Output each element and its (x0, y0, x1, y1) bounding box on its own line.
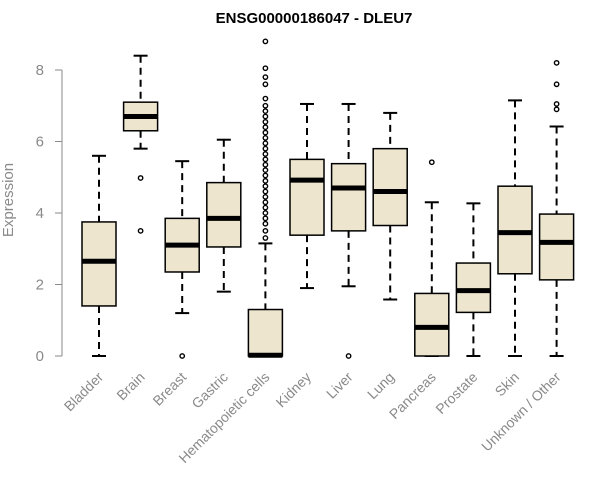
outlier-point (262, 227, 269, 234)
outlier-point (262, 118, 269, 125)
outlier-point (137, 227, 144, 234)
outlier-point (262, 215, 269, 222)
box-group (372, 111, 408, 301)
iqr-box (330, 162, 367, 232)
outlier-point (262, 129, 269, 136)
x-category-label: Breast (149, 369, 189, 409)
outlier-point (553, 59, 560, 66)
outlier-point (262, 135, 269, 141)
iqr-box (497, 185, 533, 275)
outlier-point (262, 102, 269, 109)
x-category-label: Liver (323, 369, 356, 402)
outlier-point (553, 101, 560, 107)
outlier-point (262, 172, 269, 179)
box-group (206, 138, 242, 293)
box-group (122, 54, 159, 234)
x-category-label: Skin (492, 369, 523, 400)
outlier-point (262, 177, 269, 184)
x-category-label: Lung (364, 369, 397, 402)
outlier-point (262, 194, 269, 200)
iqr-box (247, 308, 284, 357)
y-tick-label: 0 (36, 348, 44, 365)
outlier-point (262, 167, 269, 174)
box-group (455, 202, 492, 357)
outlier-point (262, 81, 269, 88)
outlier-point (262, 95, 269, 102)
box-group (414, 159, 450, 357)
outlier-point (179, 353, 186, 359)
outlier-point (262, 108, 269, 115)
box-group (247, 38, 284, 358)
outlier-point (262, 65, 269, 72)
iqr-box (372, 147, 408, 227)
box-group (81, 154, 117, 357)
outlier-point (262, 74, 269, 81)
outlier-point (262, 140, 269, 147)
x-category-label: Kidney (273, 369, 315, 411)
box-group (289, 102, 325, 290)
outlier-point (262, 145, 269, 152)
outlier-point (262, 199, 269, 206)
outlier-point (345, 353, 352, 359)
y-tick-label: 6 (36, 134, 44, 151)
outlier-point (262, 235, 269, 241)
iqr-box (414, 292, 450, 357)
box-group (330, 102, 367, 359)
y-tick-label: 4 (36, 205, 44, 222)
y-axis-label: Expression (0, 163, 17, 237)
outlier-point (262, 161, 269, 168)
outlier-point (262, 188, 269, 195)
iqr-box (455, 262, 492, 314)
outlier-point (262, 183, 269, 190)
box-group (164, 160, 200, 359)
outlier-point (553, 81, 560, 88)
outlier-point (553, 106, 560, 113)
box-group (538, 59, 575, 357)
y-tick-label: 2 (36, 277, 44, 294)
outlier-point (262, 220, 269, 227)
x-category-label: Unknown / Other (478, 369, 564, 455)
axes: 0 2 4 6 8 (36, 62, 63, 365)
outlier-point (428, 159, 435, 166)
y-tick-label: 8 (36, 62, 44, 79)
outlier-point (262, 38, 269, 45)
iqr-box (538, 213, 575, 281)
outlier-point (262, 124, 269, 131)
iqr-box (81, 221, 117, 307)
outlier-point (262, 210, 269, 216)
box-group (497, 99, 533, 357)
outlier-point (262, 151, 269, 157)
boxes (81, 38, 575, 359)
outlier-point (262, 156, 269, 163)
x-category-label: Bladder (61, 369, 107, 415)
x-category-label: Brain (113, 369, 147, 403)
iqr-box (289, 158, 325, 236)
outlier-point (137, 175, 144, 181)
chart-title: ENSG00000186047 - DLEU7 (216, 10, 413, 27)
iqr-box (206, 181, 242, 248)
outlier-point (262, 204, 269, 211)
outlier-point (262, 113, 269, 120)
x-category-label: Prostate (432, 369, 480, 417)
